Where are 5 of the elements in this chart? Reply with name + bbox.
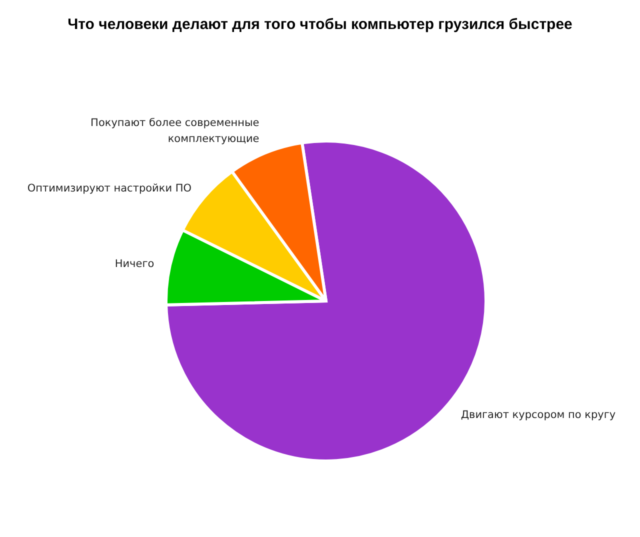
chart-title: Что человеки делают для того чтобы компьютер грузился быстрее: [66, 16, 574, 33]
slice-label: Оптимизируют настройки ПО: [27, 182, 192, 194]
slice-label: Ничего: [114, 258, 154, 270]
slice-label: Двигают курсором по кругу: [460, 409, 616, 422]
slice-label: Покупают более современные комплектующие: [90, 117, 260, 146]
